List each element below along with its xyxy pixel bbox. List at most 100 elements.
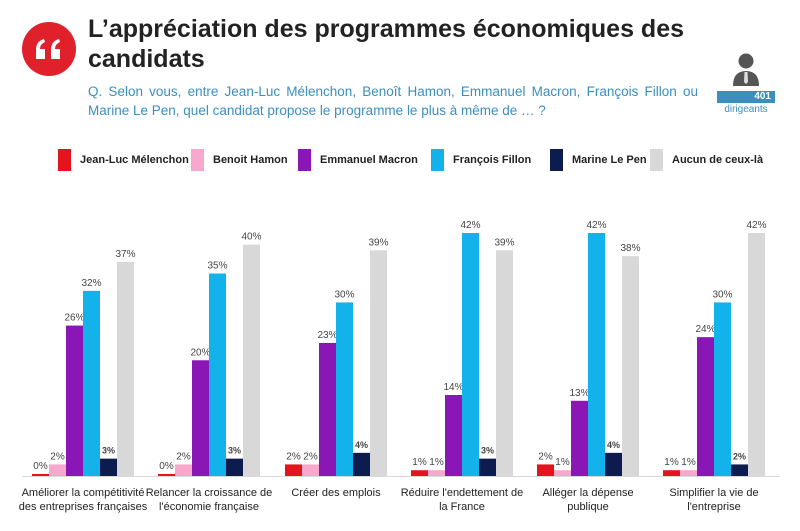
data-label: 4% (355, 440, 368, 450)
data-label: 35% (207, 261, 227, 272)
data-label: 23% (317, 330, 337, 341)
bar (748, 233, 765, 476)
bar (302, 464, 319, 476)
data-label: 2% (176, 451, 191, 462)
bar-chart: 0%2%26%32%3%37%0%2%20%35%3%40%2% 2%23%30%… (22, 220, 780, 477)
legend-label: Benoit Hamon (213, 154, 288, 166)
bar (319, 342, 336, 476)
data-label: 26% (64, 313, 84, 324)
legend-label: Jean-Luc Mélenchon (80, 154, 189, 166)
data-label: 37% (115, 249, 135, 260)
data-label: 13% (569, 388, 589, 399)
bar (175, 464, 192, 476)
bar (605, 452, 622, 476)
data-label: 2% (303, 451, 318, 462)
legend-item: Aucun de ceux-là (650, 148, 763, 172)
legend-item: Jean-Luc Mélenchon (58, 148, 189, 172)
data-label: 42% (460, 220, 480, 231)
legend-item: Marine Le Pen (550, 148, 647, 172)
category-label: Améliorer la compétitivité des entrepris… (18, 487, 148, 513)
bar (285, 464, 302, 476)
data-label: 32% (81, 278, 101, 289)
bar (537, 464, 554, 476)
data-label: 2% (538, 451, 553, 462)
bar (479, 458, 496, 476)
data-label: 24% (695, 324, 715, 335)
bar (554, 470, 571, 476)
data-label: 2% (50, 451, 65, 462)
bar (209, 273, 226, 476)
survey-question: Q. Selon vous, entre Jean-Luc Mélenchon,… (88, 84, 698, 118)
legend-label: Aucun de ceux-là (672, 154, 764, 166)
data-label: 30% (334, 289, 354, 300)
chart-legend: Jean-Luc Mélenchon Benoit Hamon Emmanuel M… (58, 148, 778, 172)
bar (117, 261, 134, 476)
data-label: 38% (620, 243, 640, 254)
bar (158, 474, 175, 476)
data-label: 20% (190, 347, 210, 358)
legend-swatch (191, 149, 204, 171)
data-label: 2% (286, 451, 301, 462)
bar (445, 395, 462, 476)
bar (370, 250, 387, 476)
bar (243, 244, 260, 476)
person-icon (733, 53, 759, 86)
data-label: 0% (159, 461, 174, 472)
data-label: 1% (429, 457, 444, 468)
data-label: 30% (712, 289, 732, 300)
data-label: 14% (443, 382, 463, 393)
bar (353, 452, 370, 476)
data-label: 1% (681, 457, 696, 468)
category-label: Simplifier la vie de l'entreprise (669, 487, 759, 513)
bar (428, 470, 445, 476)
bar (336, 302, 353, 476)
category-label: Réduire l'endettement de la France (400, 487, 524, 513)
data-label: 3% (481, 446, 494, 456)
sample-label: dirigeants (724, 104, 768, 115)
data-label: 40% (241, 232, 261, 243)
data-label: 1% (555, 457, 570, 468)
bar (496, 250, 513, 476)
bar (731, 464, 748, 476)
bar (622, 256, 639, 476)
data-label: 3% (228, 446, 241, 456)
legend-swatch (298, 149, 311, 171)
bar (83, 290, 100, 476)
legend-label: François Fillon (453, 154, 532, 166)
bar (411, 470, 428, 476)
category-label: Relancer la croissance de l'économie fra… (145, 487, 273, 513)
data-label: 2% (733, 451, 746, 461)
data-label: 42% (586, 220, 606, 231)
category-label: Créer des emplois (291, 487, 381, 499)
bar (571, 400, 588, 476)
bar (588, 233, 605, 476)
legend-item: Benoit Hamon (191, 148, 288, 172)
data-label: 1% (664, 457, 679, 468)
bar (697, 337, 714, 476)
bar (100, 458, 117, 476)
sample-size-badge: 401 dirigeants (716, 52, 776, 124)
bar (192, 360, 209, 476)
data-label: 42% (746, 220, 766, 231)
category-label: Alléger la dépense publique (542, 487, 634, 513)
legend-swatch (431, 149, 444, 171)
legend-label: Marine Le Pen (572, 154, 647, 166)
bar (49, 464, 66, 476)
bar (462, 233, 479, 476)
legend-item: François Fillon (431, 148, 531, 172)
data-label: 4% (607, 440, 620, 450)
bar (663, 470, 680, 476)
legend-item: Emmanuel Macron (298, 148, 418, 172)
legend-swatch (58, 149, 71, 171)
data-label: 3% (102, 446, 115, 456)
bar (66, 325, 83, 476)
bar (32, 474, 49, 476)
bar (226, 458, 243, 476)
sample-count: 401 (717, 91, 775, 103)
quote-badge (22, 22, 76, 76)
bar (680, 470, 697, 476)
legend-label: Emmanuel Macron (320, 154, 418, 166)
quotation-mark-icon (36, 39, 60, 59)
data-label: 39% (368, 237, 388, 248)
legend-swatch (650, 149, 663, 171)
